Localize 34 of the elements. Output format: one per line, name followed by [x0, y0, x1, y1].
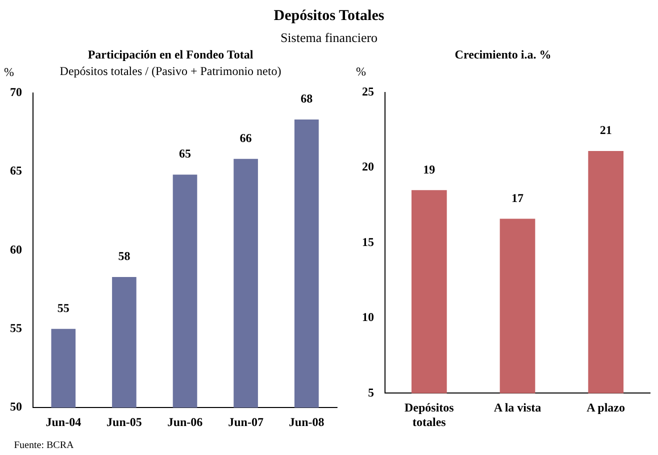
- y-tick-label: 15: [362, 234, 374, 249]
- y-tick-label: 55: [10, 320, 22, 335]
- x-tick-label: Jun-06: [167, 414, 203, 429]
- y-tick-label: 10: [362, 310, 374, 324]
- x-tick-label: Depósitos totales: [404, 400, 454, 429]
- x-tick-label: A la vista: [494, 400, 542, 414]
- data-label: 21: [600, 123, 612, 138]
- x-tick-label: A plazo: [586, 400, 626, 414]
- y-tick-label: 20: [362, 160, 374, 174]
- y-axis-title: %: [356, 64, 366, 79]
- data-label: 19: [423, 162, 436, 176]
- data-label: 68: [300, 92, 313, 106]
- y-tick-label: 25: [362, 84, 374, 98]
- data-label: 17: [512, 190, 524, 205]
- y-tick-label: 70: [10, 84, 22, 99]
- x-tick-label: Jun-04: [46, 414, 82, 429]
- data-label: 65: [179, 146, 191, 161]
- data-label: 66: [240, 131, 252, 145]
- source-note: Fuente: BCRA: [14, 440, 74, 451]
- y-tick-label: 60: [10, 242, 22, 256]
- data-label: 55: [57, 300, 70, 315]
- x-tick-label: Jun-08: [288, 414, 324, 429]
- chart-title: Participación en el Fondeo Total: [88, 47, 254, 62]
- text: Depósitos Totales: [272, 8, 386, 25]
- chart-subtitle: Depósitos totales / (Pasivo + Patrimonio neto): [60, 64, 282, 78]
- text: Sistema financiero: [279, 30, 379, 46]
- y-tick-label: 65: [10, 164, 22, 178]
- y-tick-label: 50: [10, 400, 22, 414]
- data-label: 58: [118, 249, 130, 264]
- y-tick-label: 5: [368, 385, 374, 400]
- y-axis-title: %: [4, 64, 14, 79]
- x-tick-label: Jun-05: [106, 414, 142, 429]
- x-tick-label: Jun-07: [228, 414, 264, 429]
- chart-title: Crecimiento i.a. %: [454, 47, 552, 62]
